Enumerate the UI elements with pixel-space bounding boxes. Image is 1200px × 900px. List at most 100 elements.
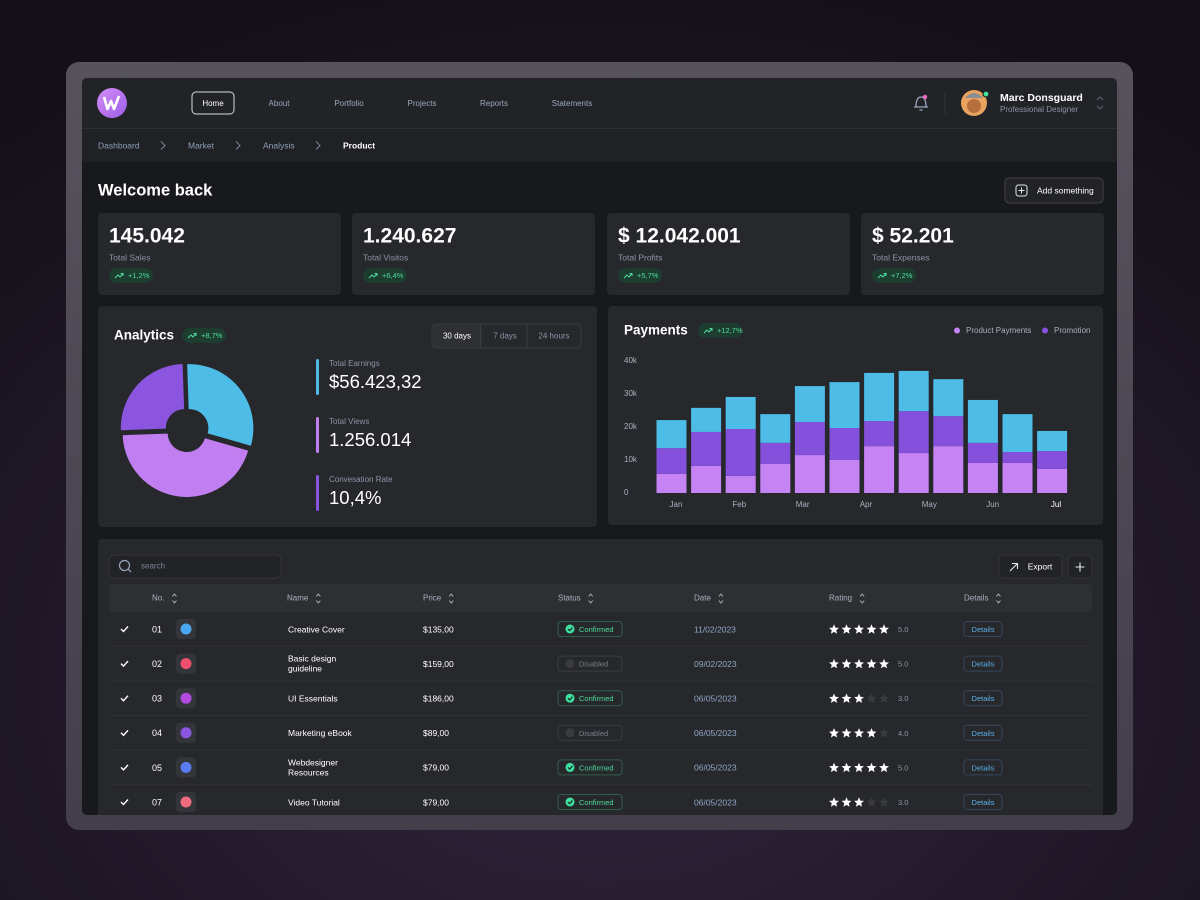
price: $159,00 bbox=[423, 659, 454, 669]
details-label[interactable]: Details bbox=[972, 729, 995, 738]
product-name: Marketing eBook bbox=[288, 728, 353, 738]
rating-star bbox=[854, 797, 864, 807]
bar-segment bbox=[1002, 414, 1033, 453]
sort-icon bbox=[996, 593, 1001, 604]
legend-dot bbox=[954, 327, 960, 334]
rating-star bbox=[879, 624, 889, 634]
details-button[interactable] bbox=[963, 621, 1003, 637]
rating-star bbox=[841, 797, 852, 807]
add-button[interactable] bbox=[1004, 177, 1104, 204]
rating-star bbox=[854, 624, 864, 634]
tab[interactable]: 30 days bbox=[443, 332, 471, 341]
page-title: Welcome back bbox=[98, 181, 213, 199]
details-button[interactable] bbox=[963, 759, 1003, 776]
column-header[interactable]: Status bbox=[558, 594, 581, 603]
x-tick-label: Apr bbox=[860, 500, 873, 509]
status-icon bbox=[565, 624, 575, 634]
rating-star bbox=[866, 728, 877, 738]
user-name: Marc Donsguard bbox=[1000, 92, 1083, 104]
nav-item[interactable]: Projects bbox=[408, 99, 437, 108]
trend-icon bbox=[368, 273, 378, 279]
details-button[interactable] bbox=[963, 724, 1003, 741]
details-label[interactable]: Details bbox=[972, 763, 995, 772]
avatar-face bbox=[967, 99, 981, 113]
rating-star bbox=[854, 762, 864, 773]
price: $186,00 bbox=[423, 693, 454, 703]
metric-value: 1.256.014 bbox=[329, 429, 411, 450]
tab[interactable]: 24 hours bbox=[538, 332, 569, 341]
export-icon bbox=[1009, 562, 1019, 572]
details-button[interactable] bbox=[963, 655, 1003, 672]
account-toggle[interactable] bbox=[1096, 96, 1104, 110]
change-badge bbox=[182, 328, 226, 343]
status-check bbox=[567, 765, 573, 770]
bar-segment bbox=[656, 448, 687, 474]
x-tick-label: Jun bbox=[986, 500, 999, 509]
breadcrumb-item[interactable]: Analysis bbox=[263, 140, 295, 150]
stat-card bbox=[607, 213, 850, 295]
product-icon-shape bbox=[180, 727, 192, 739]
bar-segment bbox=[933, 446, 964, 493]
nav-item[interactable]: About bbox=[269, 99, 291, 108]
breadcrumb-chevron bbox=[160, 141, 166, 150]
trend-icon bbox=[187, 333, 197, 339]
trend-icon bbox=[877, 273, 887, 279]
column-header[interactable]: Date bbox=[694, 594, 711, 603]
sort-icon bbox=[448, 593, 454, 604]
bar-segment bbox=[967, 399, 998, 443]
column-header[interactable]: No. bbox=[152, 594, 164, 603]
bar-segment bbox=[1002, 452, 1033, 463]
stat-value: 145.042 bbox=[109, 225, 185, 248]
breadcrumb-item: Product bbox=[343, 140, 375, 150]
bar-segment bbox=[725, 475, 756, 493]
bar-segment bbox=[967, 442, 998, 463]
date: 09/02/2023 bbox=[694, 659, 737, 669]
details-button[interactable] bbox=[963, 690, 1003, 707]
details-label[interactable]: Details bbox=[972, 625, 995, 634]
status-icon bbox=[565, 797, 575, 807]
rating-star bbox=[879, 797, 889, 807]
bar-segment bbox=[794, 386, 825, 423]
details-label[interactable]: Details bbox=[972, 798, 995, 807]
breadcrumb-item[interactable]: Dashboard bbox=[98, 140, 140, 150]
breadcrumb-item[interactable]: Market bbox=[188, 140, 215, 150]
bell-icon[interactable] bbox=[914, 96, 928, 111]
logo-mark bbox=[102, 95, 121, 111]
status-icon bbox=[565, 728, 575, 738]
product-icon-shape bbox=[180, 761, 192, 773]
sort-icon bbox=[315, 593, 321, 604]
stat-value: 1.240.627 bbox=[363, 225, 456, 248]
metric-bar bbox=[316, 417, 319, 453]
row-number: 02 bbox=[152, 659, 162, 669]
bar-segment bbox=[760, 442, 791, 464]
nav-item[interactable]: Portfolio bbox=[334, 99, 364, 108]
row-number: 04 bbox=[152, 728, 162, 738]
rating-star bbox=[866, 693, 877, 703]
search-box[interactable] bbox=[108, 554, 282, 579]
column-header[interactable]: Price bbox=[423, 594, 442, 603]
price: $79,00 bbox=[423, 797, 449, 807]
change-value: +6,4% bbox=[382, 271, 404, 280]
nav-item[interactable]: Statements bbox=[552, 99, 592, 108]
nav-item[interactable]: Reports bbox=[480, 99, 508, 108]
status-badge bbox=[557, 794, 623, 810]
trend-icon bbox=[114, 273, 124, 279]
trend-icon bbox=[623, 273, 633, 279]
column-header[interactable]: Details bbox=[964, 594, 988, 603]
details-label[interactable]: Details bbox=[972, 660, 995, 669]
rating-star bbox=[829, 797, 839, 807]
product-name: UI Essentials bbox=[288, 693, 338, 703]
export-button[interactable] bbox=[998, 554, 1063, 579]
donut-segment bbox=[187, 364, 254, 446]
details-button[interactable] bbox=[963, 794, 1003, 810]
nav-item[interactable]: Home bbox=[202, 99, 224, 108]
column-header[interactable]: Name bbox=[287, 594, 309, 603]
price: $79,00 bbox=[423, 763, 449, 773]
details-label[interactable]: Details bbox=[972, 694, 995, 703]
product-icon-shape bbox=[180, 658, 192, 670]
column-header[interactable]: Rating bbox=[829, 594, 852, 603]
tab[interactable]: 7 days bbox=[493, 332, 517, 341]
bar-segment bbox=[829, 427, 860, 460]
bar-segment bbox=[794, 455, 825, 493]
